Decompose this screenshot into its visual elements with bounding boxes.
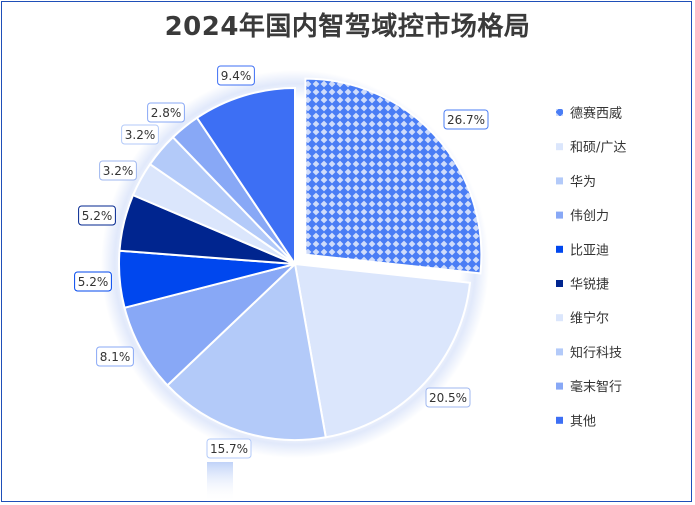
legend-swatch: [556, 177, 563, 185]
data-label: 2.8%: [147, 102, 185, 123]
data-label: 5.2%: [74, 271, 112, 292]
legend-swatch: [556, 382, 563, 390]
legend-label: 华为: [570, 175, 596, 190]
legend-label: 伟创力: [570, 209, 609, 224]
data-label: 5.2%: [78, 205, 116, 226]
legend-label: 和硕/广达: [570, 141, 626, 156]
legend-label: 比亚迪: [570, 243, 609, 258]
legend-item[interactable]: 其他: [556, 414, 596, 429]
legend-swatch: [556, 416, 563, 424]
data-label: 3.2%: [99, 160, 137, 181]
data-label-text: 8.1%: [100, 350, 131, 364]
legend-item[interactable]: 维宁尔: [556, 311, 609, 327]
legend-label: 其他: [570, 414, 596, 429]
data-label: 26.7%: [443, 109, 489, 130]
chart-title: 2024年国内智驾域控市场格局: [164, 12, 531, 42]
legend-label: 毫末智行: [570, 379, 622, 395]
decor-stem: [207, 462, 233, 502]
legend-item[interactable]: 和硕/广达: [556, 141, 626, 156]
legend-item[interactable]: 华为: [556, 175, 596, 190]
data-label-text: 20.5%: [429, 391, 467, 405]
pie-slice[interactable]: [195, 86, 296, 268]
pie-slice[interactable]: [293, 262, 472, 439]
data-label-text: 3.2%: [125, 128, 156, 142]
legend-swatch: [556, 348, 563, 356]
data-label-text: 3.2%: [103, 164, 134, 178]
legend-item[interactable]: 伟创力: [556, 209, 609, 224]
data-label-text: 5.2%: [78, 275, 109, 289]
data-label-text: 9.4%: [221, 69, 252, 83]
legend-item[interactable]: 比亚迪: [556, 243, 609, 258]
legend-swatch: [556, 280, 563, 287]
pie-slice[interactable]: [166, 261, 327, 441]
legend-label: 德赛西威: [570, 106, 622, 122]
data-label: 20.5%: [425, 387, 471, 408]
data-label: 9.4%: [217, 65, 255, 86]
data-label-text: 15.7%: [210, 442, 248, 456]
legend-label: 华锐捷: [570, 278, 609, 293]
legend-label: 知行科技: [570, 345, 622, 361]
legend-label: 维宁尔: [570, 311, 609, 327]
data-label: 8.1%: [96, 346, 134, 367]
legend-swatch: [556, 143, 563, 151]
data-label: 15.7%: [206, 438, 252, 459]
data-label-text: 2.8%: [151, 106, 182, 120]
legend-item[interactable]: 德赛西威: [556, 106, 622, 122]
legend-swatch: [556, 314, 563, 322]
legend-item[interactable]: 知行科技: [556, 345, 622, 361]
legend-item[interactable]: 华锐捷: [556, 278, 609, 293]
legend-item[interactable]: 毫末智行: [556, 379, 622, 395]
data-label-text: 26.7%: [447, 113, 485, 127]
legend-swatch: [556, 245, 563, 253]
data-label-text: 5.2%: [82, 209, 113, 223]
pie-slice[interactable]: [123, 262, 299, 387]
pie-slice[interactable]: [304, 77, 483, 275]
legend-swatch: [556, 211, 563, 219]
data-label: 3.2%: [121, 124, 159, 145]
legend-swatch: [556, 109, 563, 116]
